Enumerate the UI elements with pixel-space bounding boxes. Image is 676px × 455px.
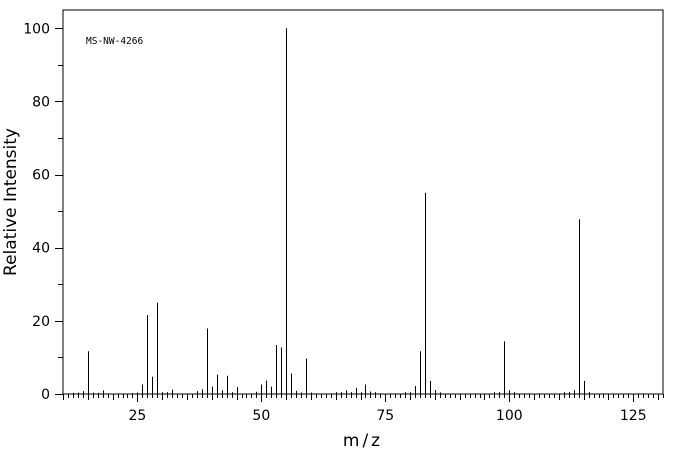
x-tick-label: 125	[620, 408, 647, 424]
y-tick-label: 40	[32, 241, 50, 257]
plot-frame	[62, 9, 664, 395]
y-axis-title: Relative Intensity	[1, 128, 21, 276]
x-tick-label: 25	[128, 408, 146, 424]
y-tick-label: 60	[32, 168, 50, 184]
y-tick-label: 0	[41, 387, 50, 403]
x-axis: 25 50 75 100 125	[63, 394, 664, 424]
y-tick-label: 20	[32, 314, 50, 330]
x-tick-label: 100	[496, 408, 523, 424]
x-tick-label: 75	[376, 408, 394, 424]
x-axis-title: m/z	[343, 431, 383, 451]
x-tick-label: 50	[252, 408, 270, 424]
y-axis: 0 20 40 60 80 100	[23, 21, 63, 403]
y-tick-label: 100	[23, 21, 50, 37]
peak-bars	[73, 28, 590, 394]
y-tick-label: 80	[32, 94, 50, 110]
sample-id-annotation: MS-NW-4266	[86, 36, 143, 47]
